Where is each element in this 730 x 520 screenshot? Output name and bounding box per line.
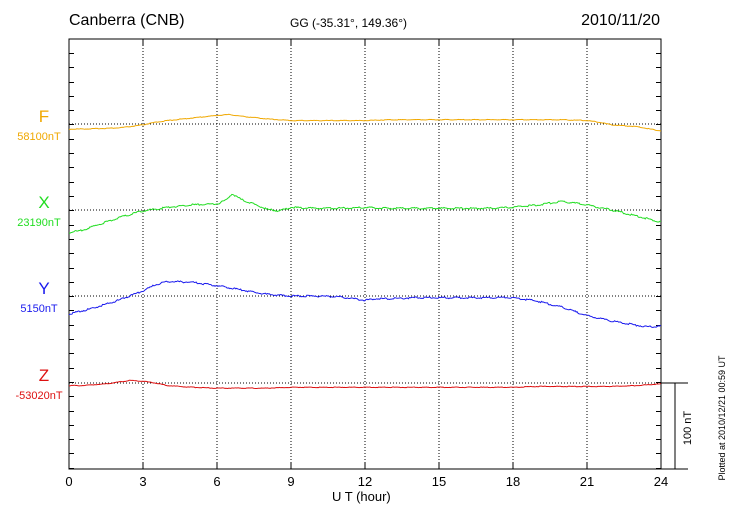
x-tick-label: 15 xyxy=(432,474,446,489)
plot-date: 2010/11/20 xyxy=(581,12,660,29)
series-Y-baseline-label: 5150nT xyxy=(20,303,58,315)
scale-bar-label: 100 nT xyxy=(682,410,694,446)
series-Z-baseline-label: -53020nT xyxy=(15,390,63,402)
x-tick-label: 18 xyxy=(506,474,520,489)
x-tick-label: 21 xyxy=(580,474,594,489)
x-axis-label: U T (hour) xyxy=(332,489,391,504)
series-F-label: F xyxy=(38,107,50,126)
x-tick-label: 6 xyxy=(213,474,220,489)
x-tick-label: 3 xyxy=(139,474,146,489)
x-tick-label: 0 xyxy=(65,474,72,489)
plot-frame xyxy=(68,38,662,470)
series-X-label: X xyxy=(38,193,50,212)
series-F-line xyxy=(68,113,662,132)
series-Y-line xyxy=(68,280,662,328)
series-Y-label: Y xyxy=(38,279,50,298)
station-coordinates: GG (-35.31°, 149.36°) xyxy=(290,16,407,30)
series-X-baseline-label: 23190nT xyxy=(17,217,61,229)
series-X-line xyxy=(68,193,662,234)
plotted-timestamp: Plotted at 2010/12/21 00:59 UT xyxy=(717,355,727,481)
x-tick-label: 24 xyxy=(654,474,668,489)
x-tick-label: 12 xyxy=(358,474,372,489)
station-title: Canberra (CNB) xyxy=(69,12,185,29)
series-Z-line xyxy=(68,379,662,390)
series-F-baseline-label: 58100nT xyxy=(17,131,61,143)
x-tick-label: 9 xyxy=(287,474,294,489)
series-Z-label: Z xyxy=(38,366,50,385)
